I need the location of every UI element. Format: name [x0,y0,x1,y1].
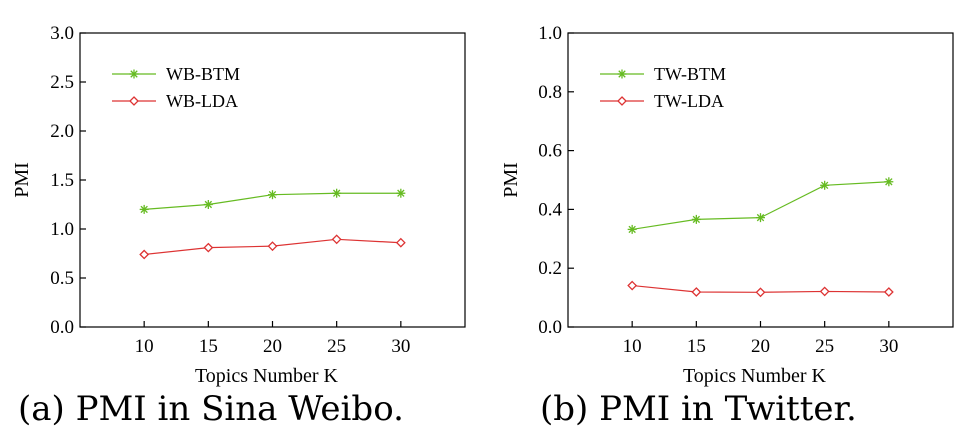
legend-label: WB-BTM [166,64,240,84]
x-tick-label: 30 [391,336,410,357]
data-point [884,177,894,187]
data-point [332,188,342,198]
x-axis-label: Topics Number K [683,365,827,387]
data-point [627,280,638,291]
x-tick-label: 20 [263,336,282,357]
legend-marker [129,69,139,79]
plot-frame [567,32,954,328]
data-point [268,190,277,200]
data-point [331,234,342,245]
chart-caption: (b) PMI in Twitter. [540,389,857,429]
y-tick-label: 2.5 [50,72,74,93]
x-tick-label: 20 [751,336,770,357]
data-point [203,200,213,209]
y-tick-label: 0.8 [538,82,562,103]
y-tick-label: 1.0 [50,219,74,240]
data-point [627,224,637,234]
legend-marker [617,96,627,106]
data-point [396,188,406,198]
data-point [820,180,830,190]
legend-label: TW-BTM [654,64,726,84]
data-point [139,204,149,214]
chart-panel-1: 0.0 0.5 1.0 1.5 2.0 2.5 3.0 10 15 20 25 30 Topics Nu… [11,23,466,429]
y-tick-label: 1.5 [50,170,74,191]
x-tick-label: 25 [327,336,346,357]
x-tick-label: 15 [687,336,706,357]
data-point [267,241,278,252]
y-axis-label: PMI [11,162,33,198]
x-tick-label: 15 [199,336,218,357]
x-axis-label: Topics Number K [195,365,339,387]
y-tick-label: 0.0 [50,317,74,338]
y-tick-label: 0.0 [538,317,562,338]
legend-label: TW-LDA [654,91,724,111]
legend-label: WB-LDA [166,91,238,111]
y-tick-label: 2.0 [50,121,74,142]
y-tick-label: 0.6 [538,141,562,162]
plot-frame [79,32,466,328]
y-tick-label: 0.5 [50,268,74,289]
y-tick-label: 3.0 [50,23,74,44]
x-tick-label: 10 [135,336,154,357]
y-tick-label: 0.2 [538,258,562,279]
y-axis-label: PMI [500,162,522,198]
data-point [203,242,214,253]
data-point [755,287,766,298]
data-point [756,213,765,223]
legend-marker [129,96,139,106]
y-tick-label: 1.0 [538,23,562,44]
x-tick-label: 10 [623,336,642,357]
chart-caption: (a) PMI in Sina Weibo. [18,389,404,429]
y-tick-label: 0.4 [538,199,562,220]
data-point [139,249,150,260]
chart-panel-2: 0.0 0.2 0.4 0.6 0.8 1.0 10 15 20 25 30 Topics Numbe… [500,23,954,429]
data-point [691,287,702,297]
data-point [395,237,406,248]
x-tick-label: 25 [815,336,834,357]
series-line-1 [632,181,889,230]
legend-marker [617,69,627,79]
data-point [819,286,830,297]
data-point [883,287,894,297]
data-point [691,214,701,224]
x-tick-label: 30 [879,336,898,357]
